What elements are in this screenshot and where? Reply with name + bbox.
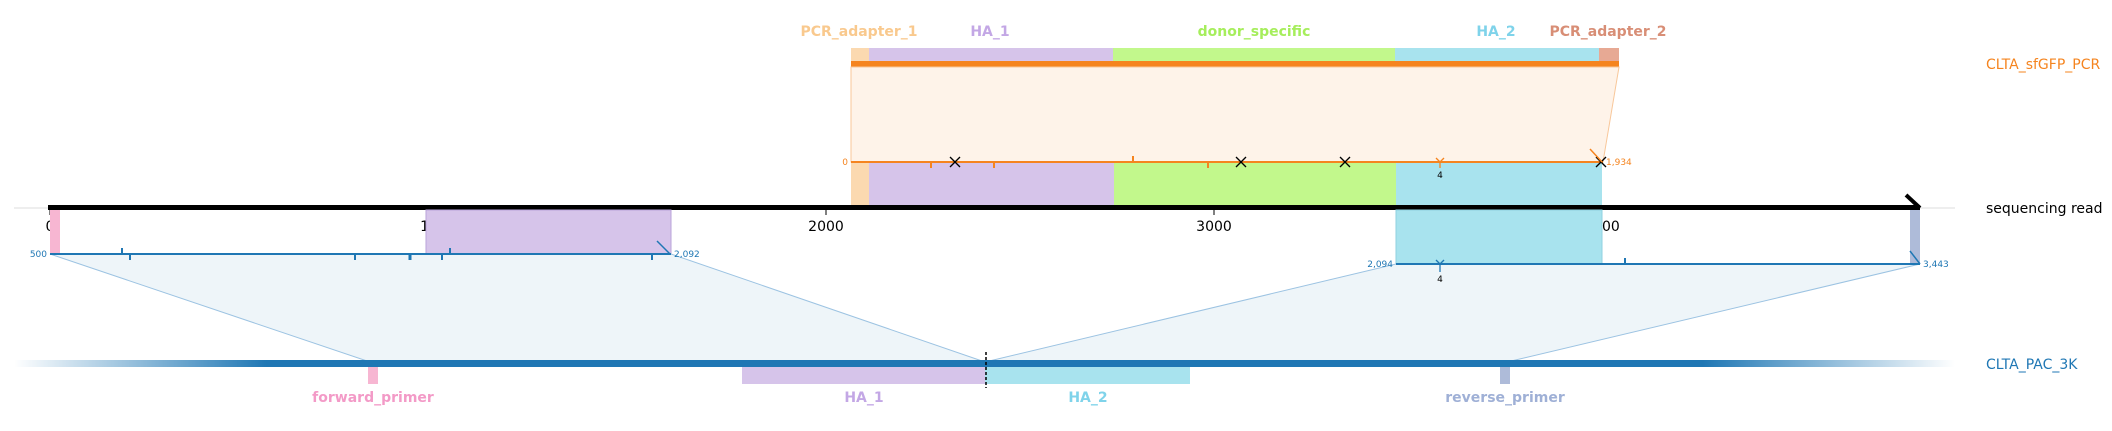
ref-left-alignment-end-label: 2,092 — [674, 250, 700, 260]
pcr-mismatch-mark — [1339, 156, 1351, 168]
ref-feature-ha-2 — [985, 367, 1190, 384]
read-feature-reverse-primer — [1910, 210, 1920, 264]
reference-target-line — [14, 360, 1955, 367]
top-feature-strip-pcr-adapter-1 — [851, 48, 869, 62]
target-label-pcr: CLTA_sfGFP_PCR — [1986, 57, 2100, 73]
read-axis-tick-label-2000: 2000 — [808, 219, 844, 235]
ref-feature-reverse-primer — [1500, 367, 1510, 384]
ref-right-indel-label: 4 — [1437, 275, 1443, 285]
read-feature-pcr-adapter-1 — [851, 162, 869, 208]
bottom-feature-label-reverse-primer: reverse_primer — [1445, 390, 1565, 406]
pcr-mismatch-mark — [1235, 156, 1247, 168]
ref-right-projection-band — [984, 263, 1921, 363]
ref-right-alignment-start-label: 2,094 — [1367, 260, 1393, 270]
pcr-mismatch-mark — [949, 156, 961, 168]
pcr-indel-marker — [1435, 157, 1445, 168]
top-feature-strip-ha-1 — [869, 48, 1113, 62]
top-feature-label-pcr-adapter-1: PCR_adapter_1 — [800, 24, 917, 40]
read-feature-ha-2-lower — [1395, 209, 1603, 265]
top-feature-label-ha-1: HA_1 — [970, 24, 1009, 40]
bottom-feature-label-ha-1: HA_1 — [844, 390, 883, 406]
ref-left-projection-band — [49, 253, 986, 363]
top-feature-label-donor-specific: donor_specific — [1198, 24, 1311, 40]
target-label-ref: CLTA_PAC_3K — [1986, 357, 2078, 373]
read-feature-ha-1 — [869, 162, 1114, 208]
read-end-arrow — [1904, 193, 1922, 210]
ref-right-alignment-start-mark — [1909, 250, 1921, 265]
target-label-read: sequencing read — [1986, 201, 2102, 217]
pcr-projection-band — [850, 66, 1620, 163]
read-feature-donor-specific — [1114, 162, 1396, 208]
read-axis-tick-label-3000: 3000 — [1196, 219, 1232, 235]
top-feature-label-pcr-adapter-2: PCR_adapter_2 — [1549, 24, 1666, 40]
pcr-alignment-start-label: 0 — [842, 158, 848, 168]
sequencing-read-line — [48, 205, 1920, 210]
read-feature-forward-primer — [50, 210, 60, 254]
pcr-indel-label: 4 — [1437, 171, 1443, 181]
ref-right-alignment-end-label: 3,443 — [1923, 260, 1949, 270]
ref-feature-ha-1 — [742, 367, 985, 384]
read-feature-ha-1-lower — [425, 209, 672, 255]
bottom-feature-label-forward-primer: forward_primer — [312, 390, 434, 406]
pcr-alignment-end-label: 1,934 — [1606, 158, 1632, 168]
top-feature-strip-donor-specific — [1113, 48, 1395, 62]
top-feature-strip-ha-2 — [1395, 48, 1599, 62]
pcr-target-line — [851, 61, 1619, 67]
ref-feature-forward-primer — [368, 367, 378, 384]
ref-right-indel-marker — [1435, 259, 1445, 272]
bottom-feature-label-ha-2: HA_2 — [1068, 390, 1107, 406]
ref-left-alignment-start-label: 500 — [30, 250, 47, 260]
pcr-alignment-end-mark — [1589, 148, 1603, 163]
ref-left-alignment-end-mark — [656, 240, 671, 255]
top-feature-strip-pcr-adapter-2 — [1599, 48, 1619, 62]
read-feature-ha-2 — [1396, 162, 1602, 208]
top-feature-label-ha-2: HA_2 — [1476, 24, 1515, 40]
